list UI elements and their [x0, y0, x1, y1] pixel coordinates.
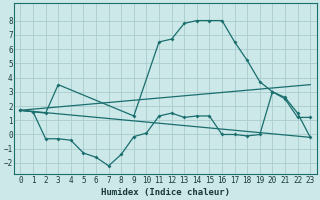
X-axis label: Humidex (Indice chaleur): Humidex (Indice chaleur) [101, 188, 230, 197]
